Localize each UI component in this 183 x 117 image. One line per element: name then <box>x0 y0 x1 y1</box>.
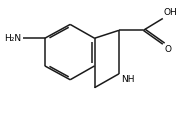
Text: O: O <box>165 45 172 54</box>
Text: NH: NH <box>121 75 134 84</box>
Text: OH: OH <box>164 8 178 17</box>
Text: H₂N: H₂N <box>4 34 21 43</box>
